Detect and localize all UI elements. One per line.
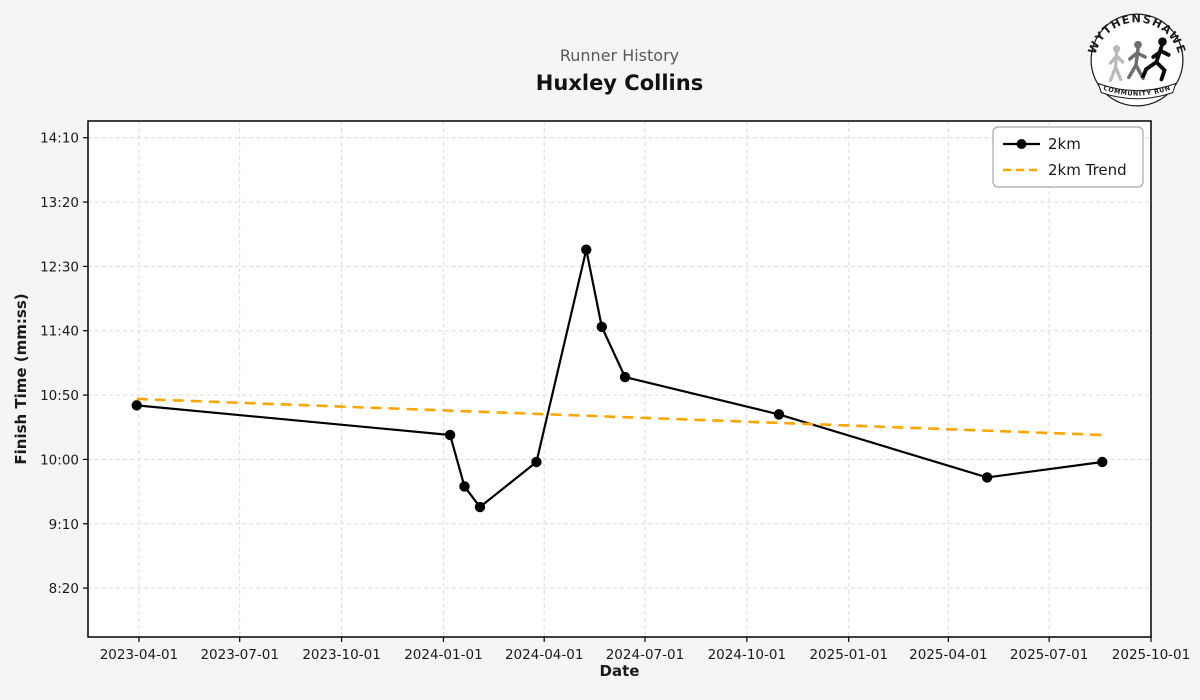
legend-box [992, 126, 1144, 188]
legend-label: 2km Trend [1048, 161, 1127, 179]
page-title: Huxley Collins [535, 71, 704, 95]
legend-marker-sample [1016, 139, 1027, 149]
x-tick-label: 2023-04-01 [100, 647, 178, 663]
data-point [444, 429, 456, 441]
y-tick-label: 11:40 [40, 324, 79, 340]
plot-area [88, 121, 1151, 637]
y-tick-label: 14:10 [40, 131, 79, 147]
chart-subtitle: Runner History [559, 46, 680, 65]
legend-label: 2km [1048, 135, 1081, 153]
x-tick-label: 2024-10-01 [708, 647, 786, 663]
y-tick-label: 10:00 [40, 452, 79, 468]
data-point [619, 371, 631, 383]
x-tick-label: 2023-07-01 [200, 647, 278, 663]
sprinter-silhouette-icon [1141, 37, 1171, 82]
plot-frame [87, 120, 1152, 638]
jogger-silhouette-icon [1127, 40, 1147, 81]
y-tick-label: 8:20 [49, 581, 79, 597]
x-tick-label: 2024-07-01 [606, 647, 684, 663]
walker-silhouette-icon [1108, 45, 1125, 83]
y-tick-label: 9:10 [49, 517, 79, 533]
data-point [531, 456, 542, 468]
data-point [596, 321, 607, 333]
x-tick-label: 2025-07-01 [1010, 647, 1088, 663]
logo-ribbon [1097, 82, 1177, 100]
data-point [581, 244, 592, 255]
data-point [1097, 456, 1108, 468]
x-tick-label: 2023-10-01 [302, 647, 380, 663]
y-axis-label: Finish Time (mm:ss) [12, 293, 30, 464]
data-point [459, 481, 470, 492]
club-logo: WYTHENSHAWE COMMUNITY RUN [1086, 8, 1188, 110]
data-point [131, 400, 142, 411]
data-point [474, 501, 486, 513]
x-tick-label: 2024-04-01 [505, 647, 583, 663]
x-tick-label: 2025-10-01 [1112, 647, 1190, 663]
x-tick-label: 2024-01-01 [404, 647, 482, 663]
x-tick-label: 2025-04-01 [909, 647, 987, 663]
data-point [773, 409, 785, 420]
data-point [981, 472, 993, 483]
x-axis-label: Date [600, 662, 640, 680]
club-logo-badge: WYTHENSHAWE COMMUNITY RUN [1086, 12, 1187, 107]
y-tick-label: 12:30 [40, 259, 79, 275]
x-tick-label: 2025-01-01 [809, 647, 887, 663]
y-tick-label: 13:20 [40, 195, 79, 211]
y-tick-label: 10:50 [40, 388, 79, 404]
